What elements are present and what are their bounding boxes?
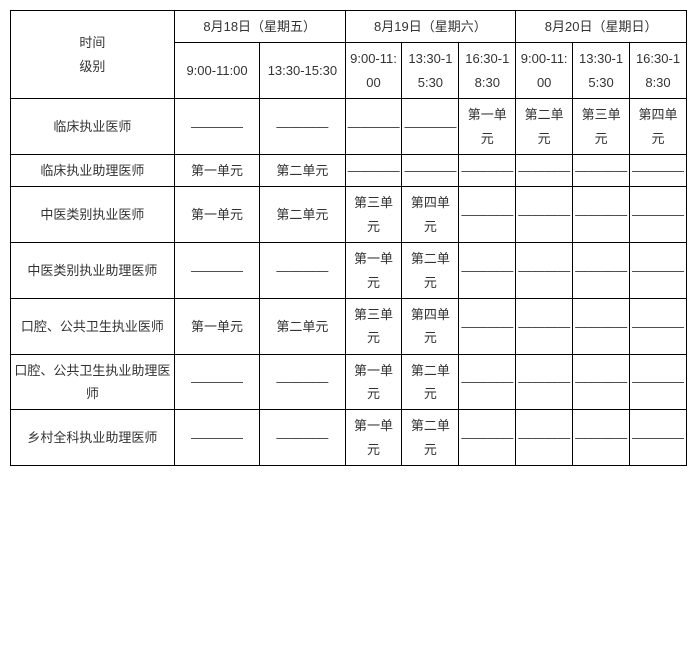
row-label: 口腔、公共卫生执业助理医师 [11, 354, 175, 410]
day-header-0: 8月18日（星期五） [174, 11, 345, 43]
table-row: 中医类别执业助理医师 第一单元第二单元 [11, 243, 687, 299]
table-row: 临床执业助理医师第一单元第二单元 [11, 154, 687, 186]
slot-header: 16:30-18:30 [630, 43, 687, 99]
table-cell [402, 99, 459, 155]
table-cell [260, 410, 345, 466]
table-cell: 第三单元 [573, 99, 630, 155]
table-cell: 第四单元 [402, 187, 459, 243]
table-row: 口腔、公共卫生执业医师第一单元第二单元第三单元第四单元 [11, 298, 687, 354]
table-cell: 第一单元 [174, 298, 259, 354]
table-row: 口腔、公共卫生执业助理医师 第一单元第二单元 [11, 354, 687, 410]
table-cell [260, 243, 345, 299]
table-cell [459, 154, 516, 186]
slot-header: 13:30-15:30 [573, 43, 630, 99]
corner-header-bottom: 级别 [79, 59, 105, 74]
table-cell [345, 99, 402, 155]
table-cell [459, 354, 516, 410]
row-label: 口腔、公共卫生执业医师 [11, 298, 175, 354]
table-cell: 第一单元 [345, 243, 402, 299]
table-body: 临床执业医师第一单元第二单元第三单元第四单元临床执业助理医师第一单元第二单元中医… [11, 99, 687, 466]
header-row-1: 时间 级别 8月18日（星期五） 8月19日（星期六） 8月20日（星期日） [11, 11, 687, 43]
table-cell [260, 99, 345, 155]
table-row: 中医类别执业医师第一单元第二单元第三单元第四单元 [11, 187, 687, 243]
table-cell [630, 243, 687, 299]
table-cell: 第四单元 [402, 298, 459, 354]
corner-header-top: 时间 [79, 35, 105, 50]
table-cell [630, 298, 687, 354]
row-label: 临床执业医师 [11, 99, 175, 155]
table-cell [516, 243, 573, 299]
table-cell [345, 154, 402, 186]
table-cell: 第二单元 [402, 354, 459, 410]
table-cell [630, 354, 687, 410]
table-cell: 第二单元 [516, 99, 573, 155]
table-cell [573, 298, 630, 354]
table-cell [573, 354, 630, 410]
row-label: 中医类别执业助理医师 [11, 243, 175, 299]
table-cell: 第一单元 [345, 410, 402, 466]
table-cell [402, 154, 459, 186]
table-cell [174, 410, 259, 466]
table-cell: 第二单元 [260, 298, 345, 354]
table-cell [516, 154, 573, 186]
table-cell [459, 410, 516, 466]
table-cell: 第一单元 [174, 154, 259, 186]
slot-header: 9:00-11:00 [174, 43, 259, 99]
table-cell [573, 243, 630, 299]
table-header: 时间 级别 8月18日（星期五） 8月19日（星期六） 8月20日（星期日） 9… [11, 11, 687, 99]
slot-header: 9:00-11:00 [516, 43, 573, 99]
table-cell [573, 187, 630, 243]
table-row: 临床执业医师 第一单元第二单元第三单元第四单元 [11, 99, 687, 155]
row-label: 乡村全科执业助理医师 [11, 410, 175, 466]
table-cell: 第一单元 [174, 187, 259, 243]
table-cell [174, 243, 259, 299]
slot-header: 13:30-15:30 [402, 43, 459, 99]
table-cell: 第一单元 [345, 354, 402, 410]
day-header-2: 8月20日（星期日） [516, 11, 687, 43]
table-row: 乡村全科执业助理医师 第一单元第二单元 [11, 410, 687, 466]
table-cell [516, 187, 573, 243]
table-cell [516, 298, 573, 354]
table-cell [573, 410, 630, 466]
table-cell [174, 354, 259, 410]
row-label: 中医类别执业医师 [11, 187, 175, 243]
table-cell: 第一单元 [459, 99, 516, 155]
table-cell [174, 99, 259, 155]
table-cell [630, 154, 687, 186]
table-cell [260, 354, 345, 410]
table-cell [516, 354, 573, 410]
table-cell [459, 298, 516, 354]
table-cell: 第三单元 [345, 187, 402, 243]
table-cell [516, 410, 573, 466]
corner-header: 时间 级别 [11, 11, 175, 99]
schedule-table: 时间 级别 8月18日（星期五） 8月19日（星期六） 8月20日（星期日） 9… [10, 10, 687, 466]
table-cell: 第四单元 [630, 99, 687, 155]
table-cell [459, 187, 516, 243]
table-cell: 第二单元 [402, 410, 459, 466]
slot-header: 9:00-11:00 [345, 43, 402, 99]
slot-header: 16:30-18:30 [459, 43, 516, 99]
table-cell: 第三单元 [345, 298, 402, 354]
table-cell [630, 410, 687, 466]
table-cell: 第二单元 [260, 187, 345, 243]
row-label: 临床执业助理医师 [11, 154, 175, 186]
table-cell: 第二单元 [260, 154, 345, 186]
table-cell [459, 243, 516, 299]
table-cell [630, 187, 687, 243]
day-header-1: 8月19日（星期六） [345, 11, 516, 43]
slot-header: 13:30-15:30 [260, 43, 345, 99]
table-cell: 第二单元 [402, 243, 459, 299]
table-cell [573, 154, 630, 186]
